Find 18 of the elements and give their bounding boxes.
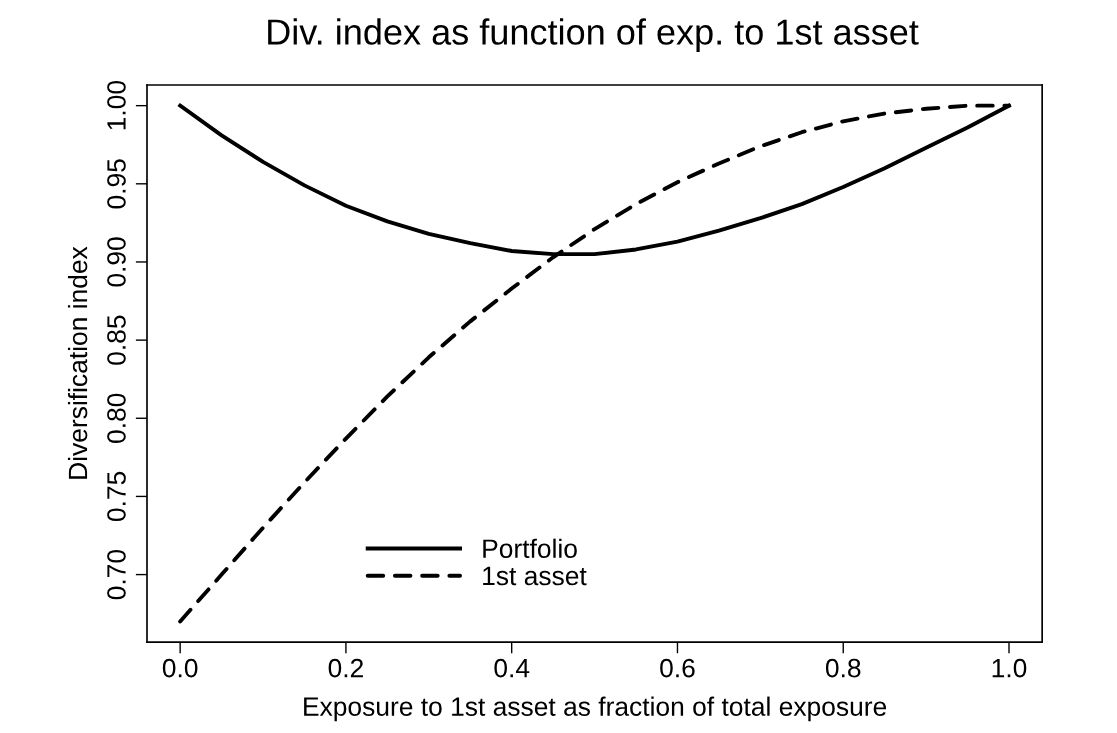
x-tick-label: 0.8: [825, 658, 861, 678]
y-axis-title: Diversification index: [67, 246, 88, 479]
x-tick-label: 1.0: [992, 658, 1027, 678]
y-tick-label: 0.75: [107, 471, 126, 522]
y-tick-label: 0.80: [107, 393, 126, 443]
x-tick-label: 0.0: [162, 658, 198, 678]
x-axis-title: Exposure to 1st asset as fraction of total exposure: [304, 696, 887, 722]
x-tick-label: 0.6: [660, 658, 695, 678]
legend-label: Portfolio: [483, 538, 577, 559]
y-tick-label: 0.85: [107, 315, 126, 365]
y-tick-label: 1.00: [107, 81, 126, 130]
y-tick-label: 0.70: [107, 549, 126, 600]
x-tick-label: 0.4: [494, 658, 530, 678]
x-tick-label: 0.2: [328, 658, 363, 678]
legend-label: 1st asset: [483, 566, 587, 586]
y-tick-label: 0.90: [107, 237, 126, 287]
y-tick-label: 0.95: [107, 159, 126, 209]
chart-title: Div. index as function of exp. to 1st asset: [268, 18, 919, 52]
